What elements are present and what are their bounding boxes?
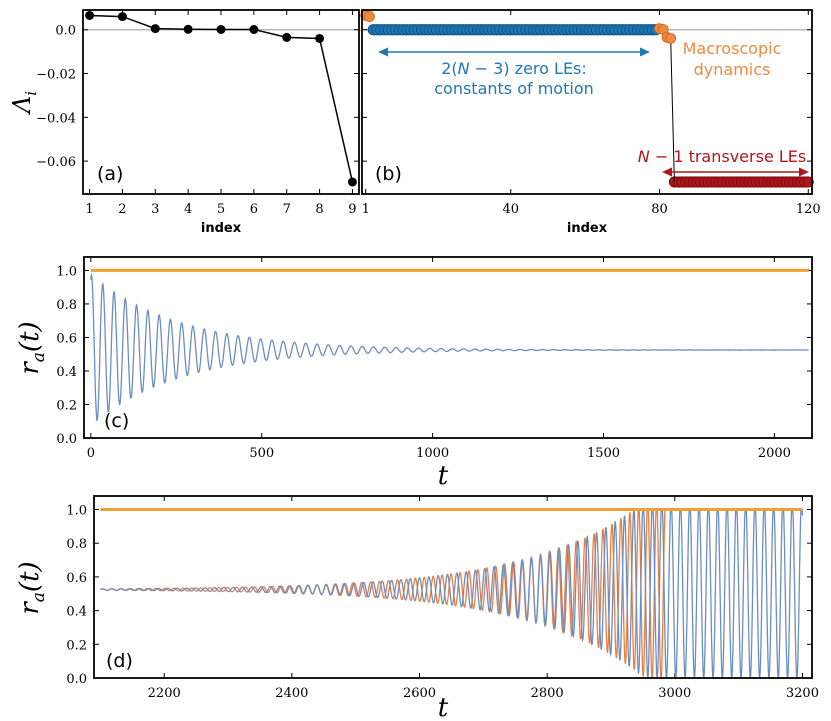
- x-tick-label: 2800: [531, 686, 564, 701]
- x-tick-label: 40: [502, 202, 519, 217]
- x-tick-label: 80: [651, 202, 668, 217]
- panel-b-frame: [361, 9, 813, 195]
- x-tick-label: 3000: [658, 686, 691, 701]
- y-tick-label: 0.6: [66, 571, 87, 586]
- x-tick-label: 8: [315, 202, 323, 217]
- panel-d: 2200 2400 2600 2800 3000 3200 0.0 0.2 0.4 0.6 0.8…: [15, 495, 819, 721]
- x-tick-label: 2600: [403, 686, 436, 701]
- x-tick-label: 2000: [758, 446, 791, 461]
- y-tick-label: 0.2: [56, 398, 77, 413]
- panel-c-xlabel: t: [438, 461, 449, 491]
- x-tick-label: 120: [796, 202, 821, 217]
- panel-b-transverse-les-points: [668, 176, 814, 188]
- panel-c-ylabel: ra(t): [15, 321, 49, 374]
- data-point: [315, 33, 325, 43]
- x-tick-label: 5: [217, 202, 225, 217]
- y-tick-label: −0.06: [36, 155, 76, 170]
- x-tick-label: 1500: [587, 446, 620, 461]
- panel-a-label: (a): [97, 163, 123, 185]
- panel-a-frame: [82, 9, 360, 195]
- data-point: [117, 12, 127, 22]
- y-tick-label: 0.0: [56, 432, 77, 447]
- data-point: [150, 24, 160, 34]
- panel-d-y-ticks: 0.0 0.2 0.4 0.6 0.8 1.0: [66, 503, 812, 687]
- panel-d-signal-orange-line: [100, 508, 666, 679]
- x-tick-label: 7: [283, 202, 291, 217]
- y-tick-label: −0.02: [36, 68, 76, 83]
- x-tick-label: 0: [87, 446, 95, 461]
- panel-a: 1 2 3 4 5 6 7 8 9 0.0 −0.02 −0.04 −0.06 (a) index Λ…: [8, 9, 360, 236]
- x-tick-label: 2: [118, 202, 126, 217]
- x-tick-label: 1: [362, 202, 370, 217]
- panel-a-y-ticks: 0.0 −0.02 −0.04 −0.06: [36, 24, 359, 170]
- macroscopic-annotation-2: dynamics: [694, 60, 771, 79]
- panel-c-label: (c): [104, 410, 129, 432]
- panel-b: 1 40 80 120 2(N − 3) zero LEs: constants of…: [360, 9, 821, 236]
- x-tick-label: 1000: [416, 446, 449, 461]
- x-tick-label: 9: [348, 202, 356, 217]
- transverse-les-arrow: [662, 167, 809, 177]
- data-point: [85, 10, 95, 20]
- x-tick-label: 500: [249, 446, 274, 461]
- x-tick-label: 2200: [148, 686, 181, 701]
- panel-d-ylabel: ra(t): [15, 561, 49, 614]
- panel-b-x-ticks: 1 40 80 120: [362, 10, 821, 217]
- panel-a-ylabel: Λi: [8, 91, 40, 115]
- panel-c-frame: [83, 256, 813, 439]
- y-tick-label: 0.0: [66, 672, 87, 687]
- panel-b-connector: [670, 38, 675, 182]
- y-tick-label: 0.4: [56, 365, 77, 380]
- y-tick-label: 0.4: [66, 605, 87, 620]
- panel-a-points: [85, 10, 357, 187]
- x-tick-label: 1: [85, 202, 93, 217]
- panel-d-label: (d): [106, 650, 133, 672]
- panel-c-y-ticks: 0.0 0.2 0.4 0.6 0.8 1.0: [56, 264, 812, 447]
- x-tick-label: 3200: [786, 686, 819, 701]
- y-tick-label: 0.8: [66, 537, 87, 552]
- panel-c: 0 500 1000 1500 2000 0.00.20.40.60.81.0 (c) …: [15, 256, 813, 491]
- x-tick-label: 4: [184, 202, 192, 217]
- y-tick-label: 1.0: [66, 503, 87, 518]
- y-tick-label: 0.0: [55, 24, 76, 39]
- x-tick-label: 6: [250, 202, 258, 217]
- panel-a-x-ticks: 1 2 3 4 5 6 7 8 9: [85, 10, 357, 217]
- panel-b-macroscopic-points: [360, 10, 677, 44]
- data-point: [216, 24, 226, 34]
- panel-c-x-ticks: 0 500 1000 1500 2000: [87, 257, 791, 461]
- macroscopic-annotation-1: Macroscopic: [683, 39, 782, 58]
- data-point: [282, 32, 292, 42]
- panel-a-xlabel: index: [201, 221, 242, 236]
- x-tick-label: 3: [151, 202, 159, 217]
- zero-les-arrow: [378, 47, 650, 57]
- data-point: [249, 24, 259, 34]
- panel-c-signal-line: [90, 272, 809, 422]
- y-tick-label: 0.8: [56, 298, 77, 313]
- data-point: [347, 177, 357, 187]
- y-tick-label: 0.2: [66, 638, 87, 653]
- y-tick-label: 0.6: [56, 331, 77, 346]
- constants-annotation: constants of motion: [434, 79, 594, 98]
- data-point: [183, 24, 193, 34]
- y-tick-label: 1.0: [56, 264, 77, 279]
- panel-a-series-line: [89, 14, 354, 183]
- transverse-les-annotation: N − 1 transverse LEs: [638, 147, 806, 166]
- panel-b-xlabel: index: [567, 221, 608, 236]
- panel-b-zero-les-points: [367, 24, 662, 36]
- panel-d-xlabel: t: [438, 693, 449, 721]
- zero-les-annotation: 2(N − 3) zero LEs:: [441, 59, 587, 78]
- x-tick-label: 2400: [275, 686, 308, 701]
- macroscopic-point: [665, 33, 677, 44]
- macroscopic-point: [364, 11, 375, 22]
- panel-d-signal-blue-line: [100, 508, 804, 679]
- y-tick-label: −0.04: [36, 111, 76, 126]
- panel-b-label: (b): [375, 163, 402, 185]
- transverse-le-point: [802, 176, 814, 188]
- panel-d-frame: [93, 495, 813, 679]
